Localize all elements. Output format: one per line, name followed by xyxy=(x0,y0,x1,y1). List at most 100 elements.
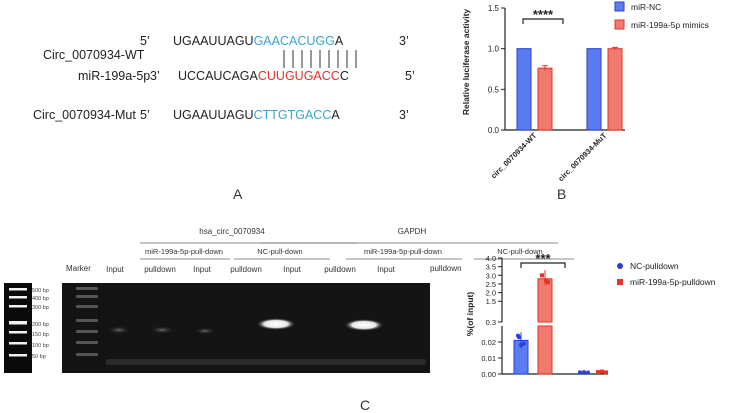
ladder-gel xyxy=(4,283,32,373)
ladder-label: 500 bp xyxy=(32,288,49,294)
y-tick-label: 0.02 xyxy=(481,338,496,347)
y-tick-label: 3.5 xyxy=(486,263,496,272)
ladder-label: 400 bp xyxy=(32,296,49,302)
y-tick-label: 2.5 xyxy=(486,280,496,289)
data-point xyxy=(540,273,544,278)
legend-label-mir: miR-199a-5p-pulldown xyxy=(630,277,716,287)
gel-header: hsa_circ_0070934 GAPDH miR-199a-5p-pull-… xyxy=(140,224,580,274)
bar xyxy=(537,325,553,375)
gel-image xyxy=(62,283,430,373)
y-tick-label: 0.3 xyxy=(486,318,496,327)
gel-band xyxy=(194,327,216,335)
luciferase-chart: Relative luciferase activity 0.0 0.5 1.0 1.… xyxy=(461,1,709,183)
seq-tail: A xyxy=(331,108,340,122)
data-point xyxy=(586,370,590,375)
gel-band xyxy=(107,326,131,334)
bar xyxy=(607,48,623,131)
legend-swatch-mir-nc xyxy=(614,1,625,12)
gel-lane-label: pulldown xyxy=(430,264,462,273)
y-axis-label: %(of input) xyxy=(465,292,475,337)
panel-label-b: B xyxy=(557,186,567,202)
bar xyxy=(516,48,532,131)
seq-end-right: 3’ xyxy=(399,108,409,122)
bar xyxy=(537,67,553,131)
legend-marker-mir xyxy=(617,279,623,285)
data-point xyxy=(600,369,604,374)
ladder-label: 50 bp xyxy=(32,354,46,360)
legend-label-mir-nc: miR-NC xyxy=(631,2,661,12)
seq-tail: A xyxy=(334,34,344,48)
gel-marker-label: Marker xyxy=(66,264,91,273)
bar xyxy=(586,48,602,131)
significance-bracket xyxy=(522,18,564,24)
seq-binding-site: CUUGUGACC xyxy=(257,69,340,83)
gel-lane-label: Input xyxy=(283,265,302,274)
legend-label-nc: NC-pulldown xyxy=(630,261,679,271)
y-tick-label: 0.5 xyxy=(488,85,500,94)
seq-end-left: 5’ xyxy=(140,34,150,48)
seq-binding-site: GAACACUGG xyxy=(253,34,335,48)
y-axis-label: Relative luciferase activity xyxy=(461,9,471,116)
data-point xyxy=(519,343,523,348)
y-tick-label: 1.5 xyxy=(488,4,500,13)
gel-lane-label: Input xyxy=(193,265,212,274)
gel-sub-header: NC-pull-down xyxy=(497,247,542,256)
seq-tail: C xyxy=(339,69,349,83)
gel-lane-label: pulldown xyxy=(230,265,262,274)
data-point xyxy=(517,335,521,340)
seq-plain: UGAAUUAGU xyxy=(173,108,254,122)
gel-band xyxy=(344,319,384,331)
x-tick-label: circ_0070934-MuT xyxy=(556,131,608,183)
seq-binding-site: CTTGTGACC xyxy=(253,108,332,122)
gel-sub-header: miR-199a-5p-pull-down xyxy=(145,247,223,256)
legend-marker-nc xyxy=(617,263,623,269)
seq-name: miR-199a-5p xyxy=(78,69,151,83)
seq-end-right: 5’ xyxy=(405,69,415,83)
seq-sequence: UGAAUUAGUGAACACUGGA xyxy=(173,34,343,48)
y-tick-label: 3.0 xyxy=(486,271,496,280)
legend-swatch-mimics xyxy=(614,19,625,30)
data-point xyxy=(522,341,526,346)
gel-lane-label: Input xyxy=(377,265,396,274)
panel-label-a: A xyxy=(233,186,243,202)
y-tick-label: 0.0 xyxy=(488,126,500,135)
seq-end-left: 5’ xyxy=(140,108,150,122)
x-tick-label: circ_0070934-WT xyxy=(489,131,539,181)
gel-lane-label: pulldown xyxy=(144,265,176,274)
significance-stars: *** xyxy=(535,252,551,266)
seq-plain: UGAAUUAGU xyxy=(173,34,254,48)
pairing-lines xyxy=(283,50,357,68)
seq-name: Circ_0070934-WT xyxy=(42,48,145,62)
ladder-label: 150 bp xyxy=(32,332,49,338)
data-point xyxy=(604,370,608,375)
significance-bracket xyxy=(520,262,566,268)
gel-lane-label: Input xyxy=(106,265,125,274)
data-point xyxy=(578,370,582,375)
pulldown-chart: %(of input) 4.03.53.02.52.01.5 0.3 0.02 0.0… xyxy=(465,252,716,379)
seq-sequence: UGAAUUAGUCTTGTGACCA xyxy=(173,108,340,122)
legend-label-mimics: miR-199a-5p mimics xyxy=(631,20,709,30)
significance-stars: **** xyxy=(533,7,554,22)
seq-row-wt: Circ_0070934-WT xyxy=(36,34,144,62)
gel-band xyxy=(256,318,296,330)
seq-sequence: UCCAUCAGACUUGUGACCC xyxy=(178,69,349,83)
y-tick-label: 4.0 xyxy=(486,254,496,263)
y-tick-label: 0.01 xyxy=(481,354,496,363)
data-point xyxy=(582,370,586,375)
gel-sub-header: NC-pull-down xyxy=(257,247,302,256)
seq-name: Circ_0070934-Mut xyxy=(33,108,136,122)
seq-end-left: 3’ xyxy=(150,69,160,83)
gel-group-header: GAPDH xyxy=(398,227,427,236)
ladder-label: 300 bp xyxy=(32,305,49,311)
ladder-labels: 500 bp 400 bp 300 bp 200 bp 150 bp 100 bp 50 b… xyxy=(32,288,49,360)
data-point xyxy=(596,370,600,375)
gel-group-header: hsa_circ_0070934 xyxy=(199,227,265,236)
gel-sub-header: miR-199a-5p-pull-down xyxy=(364,247,442,256)
ladder-label: 100 bp xyxy=(32,343,49,349)
data-point xyxy=(546,280,550,285)
gel-lane-labels: Input pulldown Input pulldown Input pulldown I… xyxy=(106,265,396,274)
seq-end-right: 3’ xyxy=(399,34,409,48)
ladder-label: 200 bp xyxy=(32,322,49,328)
seq-plain: UCCAUCAGA xyxy=(178,69,258,83)
panel-label-c: C xyxy=(360,397,371,413)
